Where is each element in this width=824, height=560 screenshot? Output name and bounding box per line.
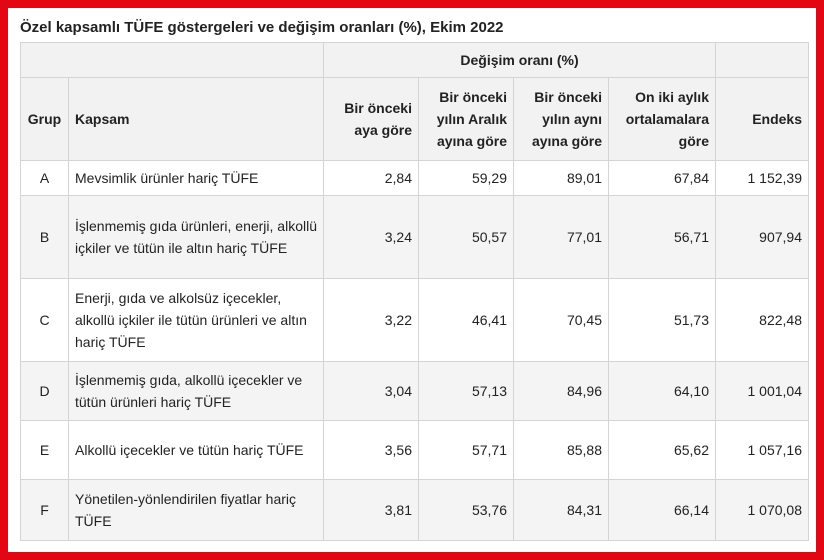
table-cell: 1 001,04 — [715, 361, 809, 421]
column-header: Bir önceki yılın Aralık ayına göre — [418, 77, 514, 161]
table-cell: 3,24 — [323, 195, 419, 279]
table-cell: İşlenmemiş gıda ürünleri, enerji, alkoll… — [68, 195, 324, 279]
table-cell: Yönetilen-yönlendirilen fiyatlar hariç T… — [68, 479, 324, 541]
table-cell: E — [20, 420, 69, 480]
table-cell: 3,04 — [323, 361, 419, 421]
table-cell: F — [20, 479, 69, 541]
table-cell: 3,22 — [323, 278, 419, 362]
column-header: Grup — [20, 77, 69, 161]
table-cell: D — [20, 361, 69, 421]
table-cell: 84,31 — [513, 479, 609, 541]
blank-header — [715, 42, 809, 78]
table-cell: 3,81 — [323, 479, 419, 541]
table-cell: Mevsimlik ürünler hariç TÜFE — [68, 160, 324, 196]
table-cell: 57,71 — [418, 420, 514, 480]
column-header: Bir önceki aya göre — [323, 77, 419, 161]
blank-header — [20, 42, 324, 78]
table-cell: 2,84 — [323, 160, 419, 196]
table-row: D İşlenmemiş gıda, alkollü içecekler ve t… — [20, 361, 809, 421]
table-cell: 822,48 — [715, 278, 809, 362]
table-cell: 67,84 — [608, 160, 716, 196]
table-cell: 84,96 — [513, 361, 609, 421]
table-cell: 56,71 — [608, 195, 716, 279]
column-header: Kapsam — [68, 77, 324, 161]
table-row: A Mevsimlik ürünler hariç TÜFE 2,84 59,29 89… — [20, 160, 809, 196]
table-row: B İşlenmemiş gıda ürünleri, enerji, alkol… — [20, 195, 809, 279]
table-cell: 70,45 — [513, 278, 609, 362]
column-header: Bir önceki yılın aynı ayına göre — [513, 77, 609, 161]
table-cell: 907,94 — [715, 195, 809, 279]
table-cell: C — [20, 278, 69, 362]
table-cell: 77,01 — [513, 195, 609, 279]
table-cell: 57,13 — [418, 361, 514, 421]
table-row: C Enerji, gıda ve alkolsüz içecekler, alk… — [20, 278, 809, 362]
table-cell: B — [20, 195, 69, 279]
table-cell: A — [20, 160, 69, 196]
table-cell: 46,41 — [418, 278, 514, 362]
table-row: E Alkollü içecekler ve tütün hariç TÜFE 3,… — [20, 420, 809, 480]
group-header: Değişim oranı (%) — [323, 42, 716, 78]
table-cell: 1 152,39 — [715, 160, 809, 196]
column-header: Endeks — [715, 77, 809, 161]
table-cell: 59,29 — [418, 160, 514, 196]
table-cell: İşlenmemiş gıda, alkollü içecekler ve tü… — [68, 361, 324, 421]
table-cell: 66,14 — [608, 479, 716, 541]
cpi-table: Değişim oranı (%) Grup Kapsam Bir önceki a… — [20, 42, 809, 541]
table-cell: 1 057,16 — [715, 420, 809, 480]
table-row: F Yönetilen-yönlendirilen fiyatlar hariç … — [20, 479, 809, 541]
table-cell: 85,88 — [513, 420, 609, 480]
table-cell: 50,57 — [418, 195, 514, 279]
table-cell: Alkollü içecekler ve tütün hariç TÜFE — [68, 420, 324, 480]
column-header: On iki aylık ortalamalara göre — [608, 77, 716, 161]
table-cell: 3,56 — [323, 420, 419, 480]
table-cell: 64,10 — [608, 361, 716, 421]
table-cell: 65,62 — [608, 420, 716, 480]
table-cell: 1 070,08 — [715, 479, 809, 541]
table-cell: Enerji, gıda ve alkolsüz içecekler, alko… — [68, 278, 324, 362]
table-title: Özel kapsamlı TÜFE göstergeleri ve değiş… — [20, 19, 504, 36]
table-cell: 51,73 — [608, 278, 716, 362]
table-cell: 53,76 — [418, 479, 514, 541]
table-cell: 89,01 — [513, 160, 609, 196]
